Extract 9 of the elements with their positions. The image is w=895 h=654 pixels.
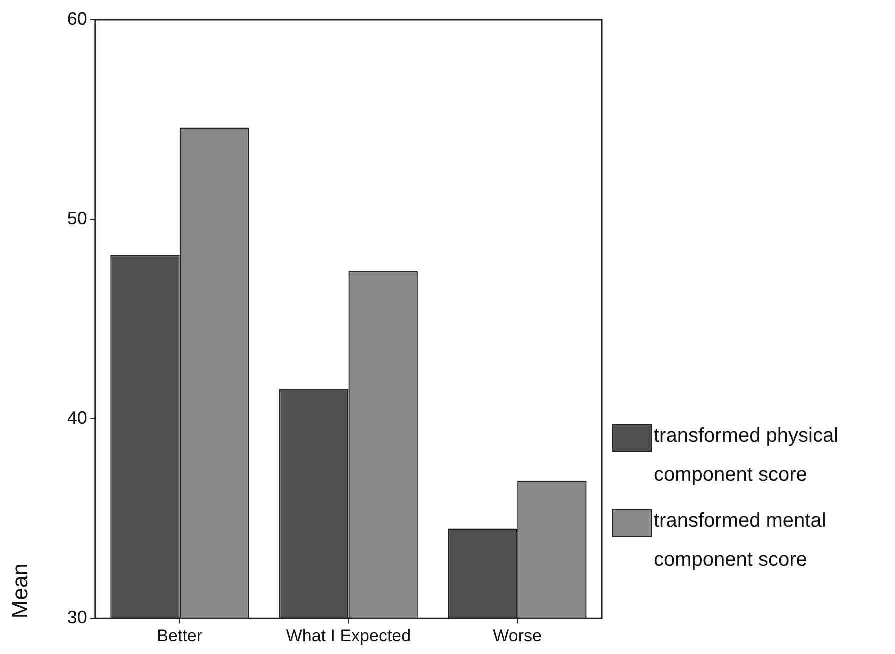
- y-tick-label: 40: [67, 408, 88, 428]
- legend-label: transformed mental component score: [654, 509, 828, 573]
- y-tick-label: 30: [67, 608, 88, 628]
- x-tick-label: Worse: [493, 626, 542, 646]
- x-tick-label: Better: [157, 626, 203, 646]
- y-axis-title: Mean: [7, 564, 32, 619]
- y-tick-label: 60: [67, 8, 88, 29]
- y-tick-label: 50: [67, 208, 88, 228]
- x-tick-label: What I Expected: [286, 626, 412, 646]
